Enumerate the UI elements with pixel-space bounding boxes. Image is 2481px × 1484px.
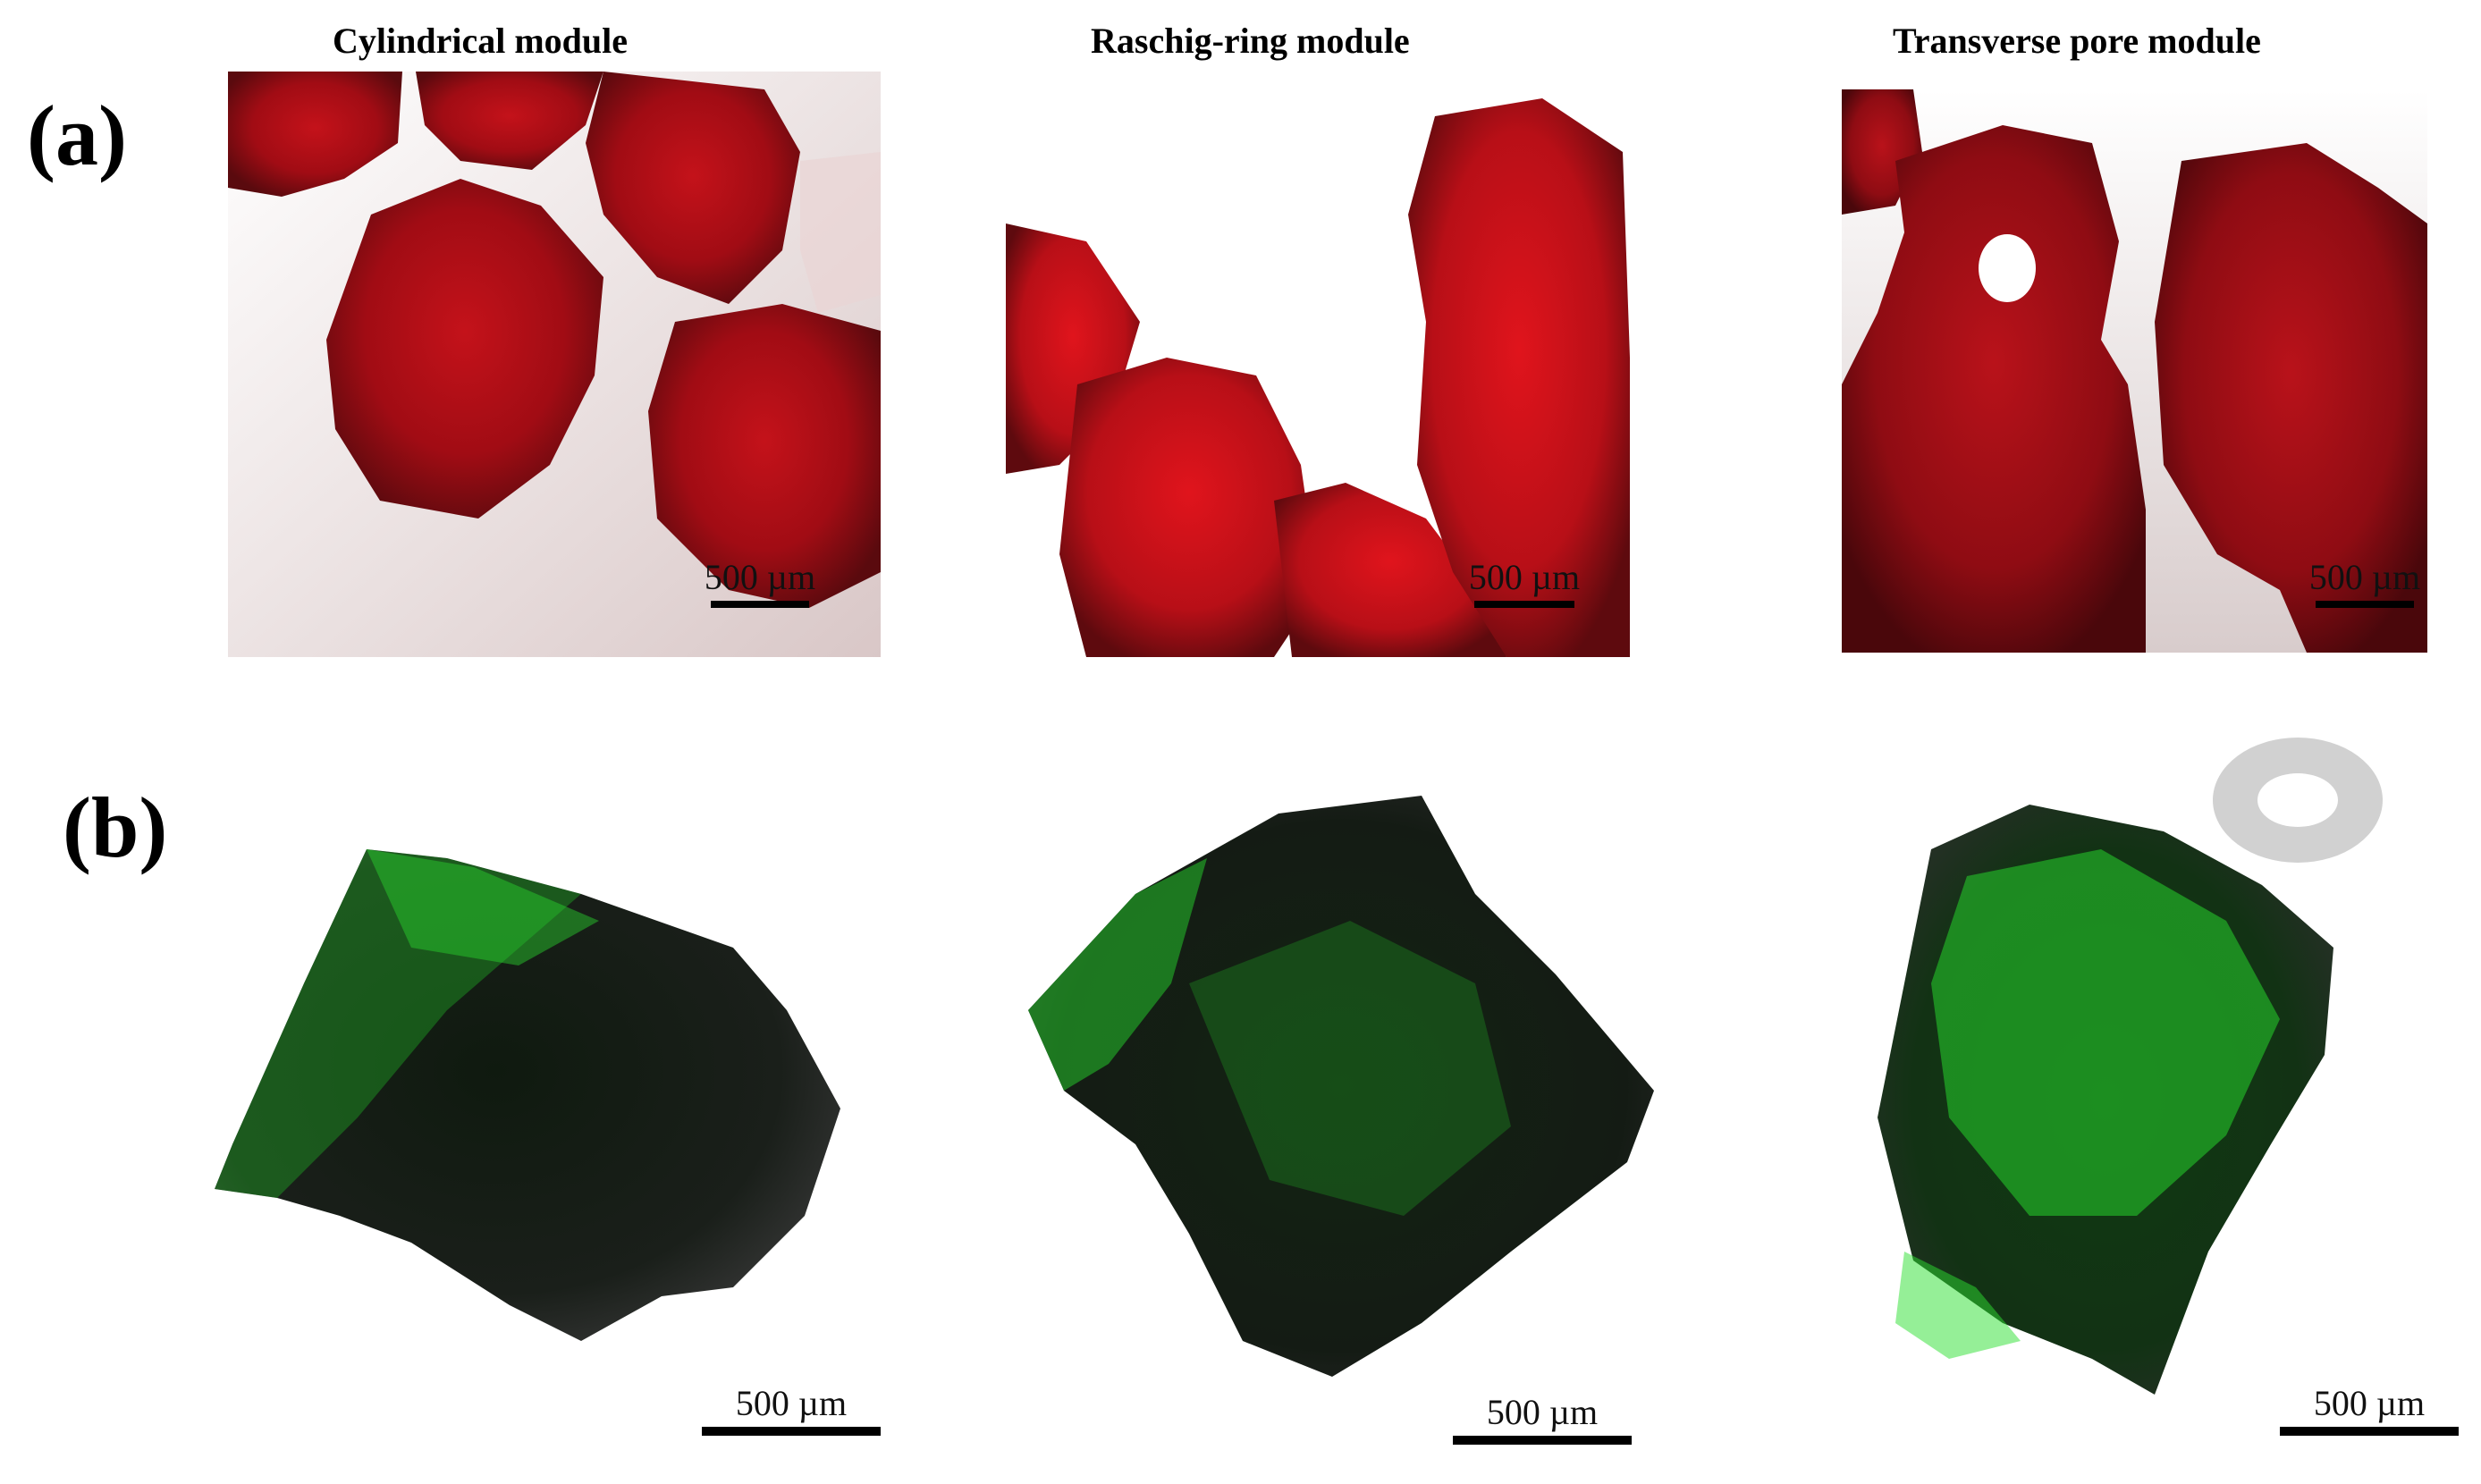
- row-label-a: (a): [27, 88, 127, 183]
- micrograph-a-transverse-pore: [1842, 89, 2427, 653]
- scale-bar-label: 500 µm: [2313, 1383, 2426, 1423]
- scale-bar-line: [2316, 601, 2414, 608]
- scale-bar-line: [2280, 1427, 2459, 1436]
- micrograph-a-raschig-ring: [1006, 89, 1630, 657]
- scale-bar-line: [702, 1427, 881, 1436]
- micrograph-a-cylindrical: [228, 72, 881, 657]
- scale-bar-b-raschig-ring: 500 µm: [1444, 1395, 1641, 1445]
- scale-bar-b-transverse-pore: 500 µm: [2271, 1386, 2468, 1436]
- column-title-cylindrical: Cylindrical module: [333, 21, 629, 61]
- scale-bar-line: [1474, 601, 1574, 608]
- scale-bar-label: 500 µm: [1468, 557, 1581, 597]
- row-label-b: (b): [63, 780, 168, 875]
- column-title-transverse-pore: Transverse pore module: [1893, 21, 2261, 61]
- scale-bar-label: 500 µm: [1486, 1392, 1599, 1432]
- scale-bar-line: [1453, 1436, 1632, 1445]
- scale-bar-a-raschig-ring: 500 µm: [1448, 560, 1600, 608]
- scale-bar-a-transverse-pore: 500 µm: [2293, 560, 2436, 608]
- scale-bar-label: 500 µm: [704, 557, 816, 597]
- micrograph-b-transverse-pore: [1797, 715, 2459, 1466]
- scale-bar-label: 500 µm: [735, 1383, 848, 1423]
- scale-bar-line: [711, 601, 809, 608]
- scale-bar-label: 500 µm: [2308, 557, 2421, 597]
- scale-bar-b-cylindrical: 500 µm: [693, 1386, 890, 1436]
- scale-bar-a-cylindrical: 500 µm: [688, 560, 831, 608]
- micrograph-b-raschig-ring: [975, 715, 1690, 1466]
- micrograph-b-cylindrical: [179, 715, 885, 1466]
- column-title-raschig-ring: Raschig-ring module: [1091, 21, 1410, 61]
